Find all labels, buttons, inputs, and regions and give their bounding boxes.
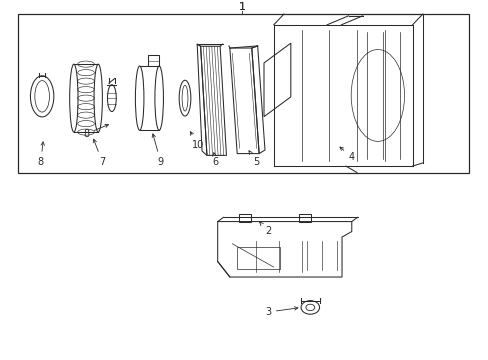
Text: 7: 7 [93, 139, 105, 167]
Text: 4: 4 [339, 147, 354, 162]
Text: 2: 2 [259, 222, 270, 235]
Bar [148, 55, 158, 66]
Bar [239, 214, 251, 221]
Text: 5: 5 [248, 151, 259, 167]
Text: 8: 8 [83, 124, 108, 139]
Ellipse shape [69, 64, 78, 132]
Text: 9: 9 [152, 134, 163, 167]
Text: 3: 3 [264, 307, 297, 317]
Text: 6: 6 [212, 153, 218, 167]
Text: 1: 1 [238, 2, 245, 12]
Text: 1: 1 [238, 2, 245, 12]
Text: 8: 8 [38, 142, 44, 167]
Bar [18, 14, 468, 173]
Text: 10: 10 [190, 132, 204, 150]
Bar [298, 214, 310, 221]
Ellipse shape [135, 66, 143, 130]
